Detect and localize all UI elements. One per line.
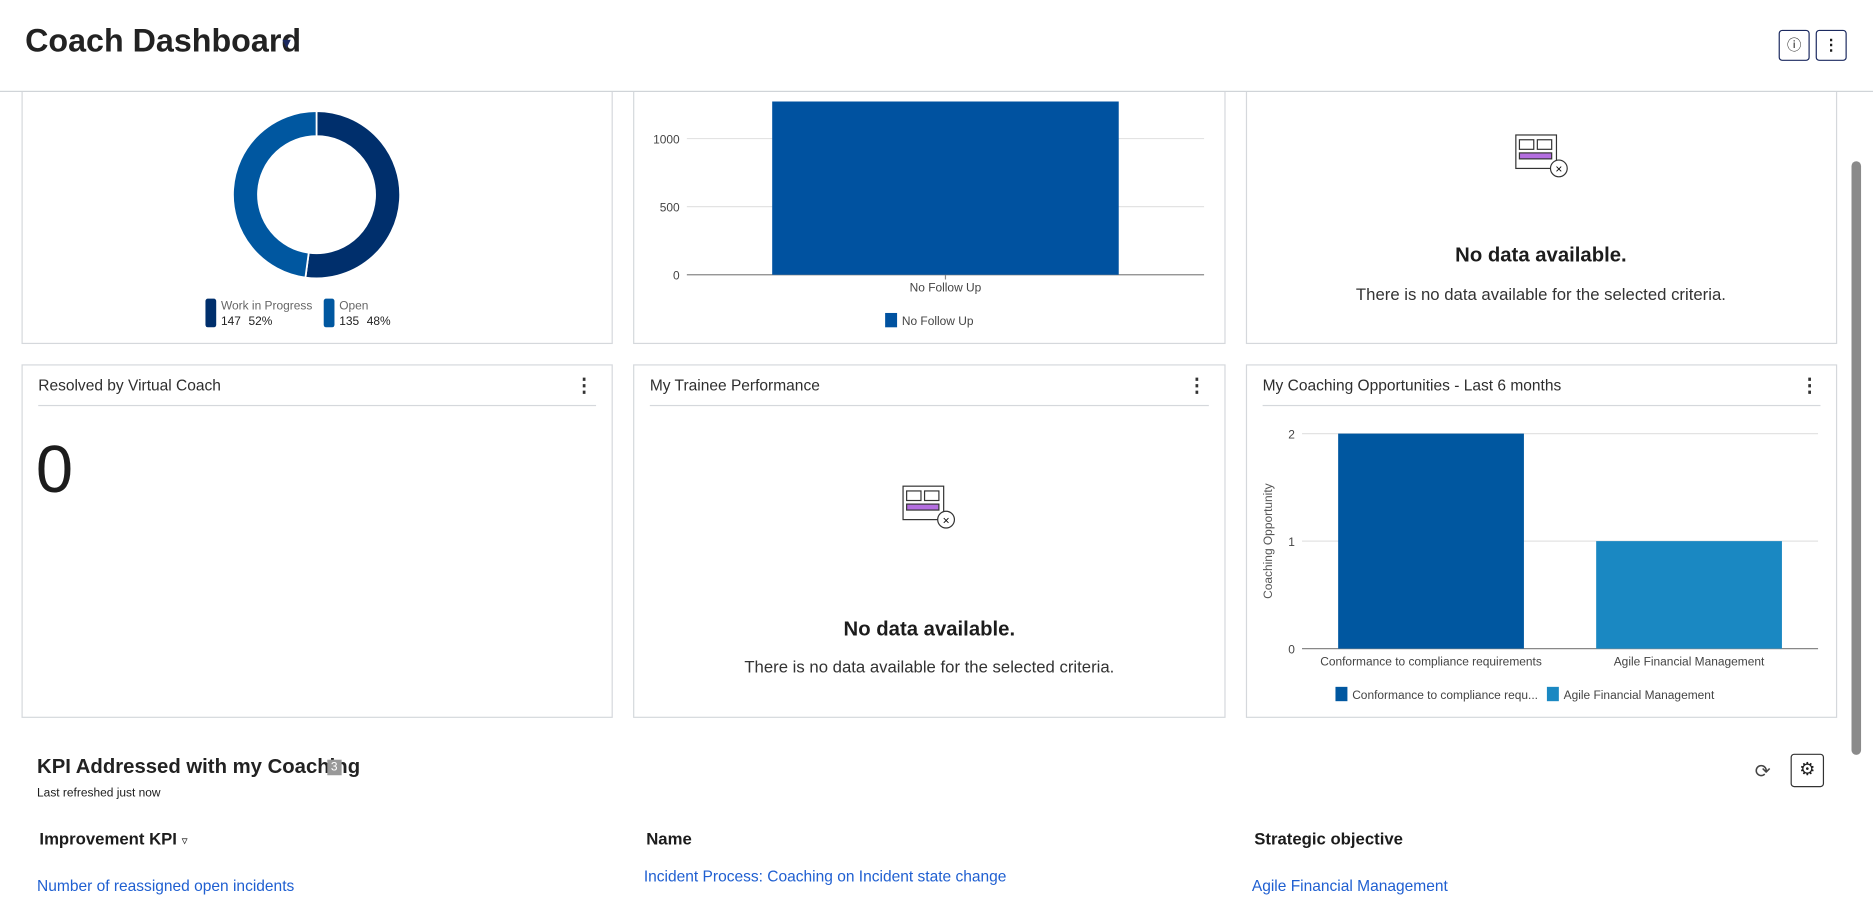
legend-swatch xyxy=(1546,686,1559,702)
legend-swatch xyxy=(323,298,335,328)
legend-value: 135 xyxy=(339,314,359,328)
table-link[interactable]: Agile Financial Management xyxy=(1251,876,1448,895)
empty-text: There is no data available for the selec… xyxy=(744,656,1115,677)
column-header-text: Improvement KPI xyxy=(39,828,177,849)
page-title: Coach Dashboard xyxy=(25,22,302,59)
legend-label: Conformance to compliance requ... xyxy=(1352,688,1538,702)
widget xyxy=(1245,91,1838,345)
column-header[interactable]: Strategic objective xyxy=(1254,828,1403,849)
section-title: KPI Addressed with my Coaching xyxy=(37,754,361,778)
refresh-text: Last refreshed just now xyxy=(37,787,161,801)
title-dropdown[interactable]: ▼ xyxy=(279,34,294,52)
header xyxy=(0,0,1873,92)
x-tick-label: No Follow Up xyxy=(910,280,982,294)
content: No data available. There is no data avai… xyxy=(0,91,1873,899)
y-tick-label: 500 xyxy=(660,200,680,214)
x-tick-label: Agile Financial Management xyxy=(1614,654,1765,668)
menu-button[interactable]: ⋮ xyxy=(574,376,594,397)
chart: 0 500 1000 No Follow Up No Follow Up xyxy=(653,101,1205,328)
legend-swatch xyxy=(1335,686,1348,702)
column-header[interactable]: Name xyxy=(646,828,692,849)
menu-button[interactable]: ⋮ xyxy=(1800,376,1820,397)
widget-title: My Trainee Performance xyxy=(649,376,820,395)
bar xyxy=(1338,433,1524,649)
legend-label: No Follow Up xyxy=(902,314,974,328)
refresh-button[interactable]: ⟳ xyxy=(1754,762,1771,783)
score: 0 xyxy=(35,431,74,507)
y-tick-label: 0 xyxy=(673,269,680,283)
y-tick-label: 0 xyxy=(1288,642,1295,656)
divider xyxy=(1262,404,1821,407)
column-header[interactable]: Improvement KPI ▿ xyxy=(39,828,188,849)
x-tick-label: Conformance to compliance requirements xyxy=(1320,654,1542,668)
widget-title: Resolved by Virtual Coach xyxy=(38,376,221,395)
canvas: No data available. There is no data avai… xyxy=(0,91,1873,899)
widget xyxy=(633,364,1226,718)
donut-slice xyxy=(232,110,318,279)
svg-text:×: × xyxy=(943,513,950,527)
no-data-icon: × xyxy=(902,485,956,529)
bar xyxy=(1596,541,1782,649)
empty-text: There is no data available for the selec… xyxy=(1355,284,1726,304)
legend-label: Open xyxy=(339,298,368,312)
legend-swatch xyxy=(885,312,898,328)
y-tick-label: 1000 xyxy=(653,132,680,146)
empty-title: No data available. xyxy=(1455,243,1627,267)
scrollbar[interactable] xyxy=(1851,161,1862,755)
menu-button[interactable]: ⋮ xyxy=(1187,376,1207,397)
legend-value: 147 xyxy=(221,314,241,328)
bar xyxy=(772,101,1119,275)
charts: Work in Progress 147 52% Open 135 48% 0 500 1000… xyxy=(205,101,1819,702)
table-link[interactable]: Number of reassigned open incidents xyxy=(37,876,295,895)
empty-title: No data available. xyxy=(843,617,1016,641)
info-button[interactable]: ⓘ xyxy=(1778,29,1810,61)
no-data-icon: × xyxy=(1515,134,1568,178)
legend-label: Work in Progress xyxy=(221,298,312,312)
y-tick-label: 1 xyxy=(1288,535,1295,549)
y-axis-label: Coaching Opportunity xyxy=(1261,483,1275,598)
legend-swatch xyxy=(205,298,217,328)
legend-percent: 48% xyxy=(367,314,391,328)
divider xyxy=(38,404,597,407)
divider xyxy=(649,404,1209,407)
count-badge: 3 xyxy=(327,759,342,776)
legend-label: Agile Financial Management xyxy=(1564,688,1715,702)
legend-percent: 52% xyxy=(248,314,272,328)
widget xyxy=(21,364,613,718)
more-button[interactable]: ⋮ xyxy=(1815,29,1847,61)
settings-button[interactable]: ⚙ xyxy=(1790,753,1825,788)
table-link[interactable]: Incident Process: Coaching on Incident s… xyxy=(643,867,1007,886)
widget-title: My Coaching Opportunities - Last 6 month… xyxy=(1262,376,1562,395)
donut-slice xyxy=(304,110,402,280)
y-tick-label: 2 xyxy=(1288,427,1295,441)
svg-text:×: × xyxy=(1555,162,1562,176)
